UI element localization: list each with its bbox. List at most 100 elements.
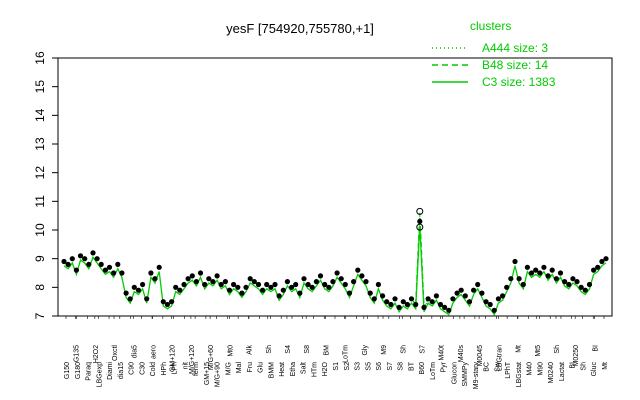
y-tick-label: 12 — [33, 166, 47, 180]
x-tick-label: Sh — [580, 362, 587, 371]
data-point — [388, 301, 394, 308]
data-point — [169, 299, 175, 305]
x-tick-label: M9-starv — [473, 362, 480, 390]
data-point — [102, 267, 108, 273]
data-point — [206, 276, 212, 282]
data-point — [574, 279, 580, 285]
x-tick-label: LoTm — [343, 345, 350, 363]
x-tick-label: Sh — [266, 345, 273, 354]
x-tick-label: S7 — [387, 362, 394, 371]
data-point — [255, 281, 262, 288]
y-axis: 7 8 9 10 11 12 13 14 15 16 — [33, 51, 58, 319]
x-tick-label: Oxctl — [112, 345, 119, 361]
data-point — [421, 304, 427, 310]
x-tick-label: M9 — [381, 345, 388, 355]
x-tick-label: GM+15 — [204, 362, 211, 385]
x-tick-label: M40s — [458, 345, 465, 363]
x-tick-label: G135 — [74, 345, 81, 362]
data-point — [94, 256, 100, 262]
data-point — [197, 270, 204, 276]
x-tick-label: S6 — [376, 362, 383, 371]
x-tick-label: M/G — [225, 362, 232, 375]
data-point — [140, 281, 146, 288]
data-point — [458, 287, 464, 293]
x-tick-label: C30 — [139, 362, 146, 375]
x-tick-label: HPh — [161, 362, 168, 376]
data-point — [442, 304, 448, 310]
data-point — [119, 270, 125, 276]
data-point — [520, 281, 526, 288]
x-tick-label: Mt — [516, 345, 523, 353]
x-tick-label: B60 — [419, 362, 426, 375]
data-point — [495, 296, 501, 302]
data-point — [392, 296, 398, 302]
data-point — [416, 207, 424, 215]
data-point — [293, 281, 299, 288]
x-tick-label: LoTm — [430, 362, 437, 380]
data-point — [260, 287, 266, 293]
x-tick-label: Pyr — [441, 361, 448, 372]
data-point — [297, 290, 303, 296]
data-point — [416, 223, 424, 231]
x-tick-label: Lactat — [559, 362, 566, 381]
x-tick-label: dia5 — [131, 345, 138, 358]
series-line — [63, 225, 607, 316]
data-point — [111, 270, 117, 276]
y-tick-label: 10 — [33, 223, 47, 237]
y-tick-label: 9 — [33, 255, 47, 262]
data-point — [533, 267, 539, 273]
data-point — [537, 270, 543, 276]
data-point — [61, 258, 67, 265]
x-tick-label: LPh — [172, 362, 179, 375]
data-point — [90, 250, 96, 256]
data-point — [404, 301, 410, 308]
data-point — [475, 281, 481, 288]
x-tick-label: LPhT — [505, 361, 512, 378]
y-tick-label: 13 — [33, 137, 47, 151]
x-tick-label: Mt5 — [535, 345, 542, 357]
data-point — [268, 284, 274, 290]
y-tick-label: 11 — [33, 195, 47, 208]
x-tick-label: Paraq — [86, 362, 93, 381]
data-point — [181, 281, 187, 288]
data-point — [380, 293, 386, 299]
data-point — [446, 307, 452, 313]
x-tick-label: SMMPy — [462, 362, 469, 387]
data-point — [524, 264, 531, 270]
legend-label: C3 size: 1383 — [482, 75, 556, 89]
x-tick-label: Sh — [400, 345, 407, 354]
data-point — [144, 296, 150, 302]
data-point — [500, 293, 506, 299]
x-tick-label: Sh — [554, 345, 561, 354]
data-point — [152, 276, 158, 282]
data-point — [115, 261, 121, 267]
data-point — [557, 270, 564, 276]
data-point — [417, 218, 423, 224]
data-point — [276, 293, 282, 299]
data-point — [570, 276, 576, 282]
x-tick-label: Gluc — [591, 362, 598, 377]
data-point — [77, 253, 84, 259]
legend-label: B48 size: 14 — [482, 58, 548, 72]
x-tick-label: M0250 — [573, 345, 580, 367]
x-tick-label: Heat — [279, 362, 286, 377]
data-point — [160, 299, 166, 305]
data-point — [471, 287, 477, 293]
data-point — [214, 273, 220, 279]
data-point — [210, 279, 216, 285]
data-point — [437, 301, 444, 308]
x-tick-label: M/G+60 — [208, 345, 215, 370]
data-point — [338, 276, 344, 282]
x-tick-label: H2O2 — [93, 345, 100, 363]
data-point — [599, 258, 605, 265]
data-point — [566, 281, 572, 288]
x-tick-label: G150 — [64, 362, 71, 379]
x-tick-label: Alk — [247, 345, 254, 355]
x-tick-label: S7 — [419, 345, 426, 354]
x-tick-label: aero — [150, 345, 157, 359]
data-point — [251, 279, 257, 285]
data-point — [284, 279, 290, 285]
data-point — [123, 290, 129, 296]
data-point — [504, 284, 510, 290]
